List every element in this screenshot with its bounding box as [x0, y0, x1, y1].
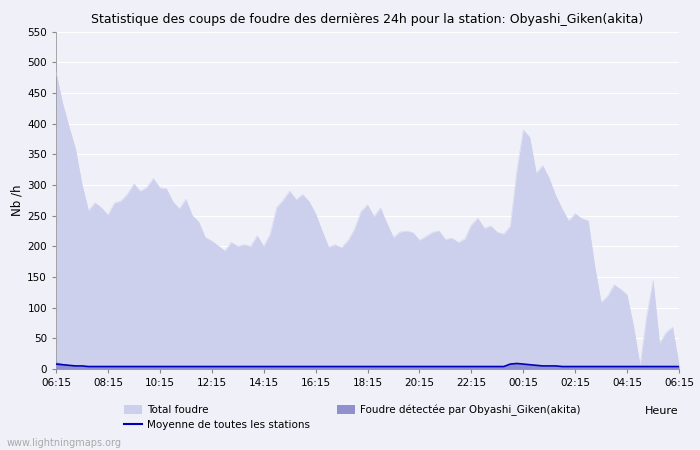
Text: Heure: Heure [645, 406, 679, 416]
Title: Statistique des coups de foudre des dernières 24h pour la station: Obyashi_Giken: Statistique des coups de foudre des dern… [92, 13, 643, 26]
Text: www.lightningmaps.org: www.lightningmaps.org [7, 438, 122, 448]
Legend: Total foudre, Moyenne de toutes les stations, Foudre détectée par Obyashi_Giken(: Total foudre, Moyenne de toutes les stat… [123, 405, 581, 430]
Y-axis label: Nb /h: Nb /h [10, 184, 23, 216]
